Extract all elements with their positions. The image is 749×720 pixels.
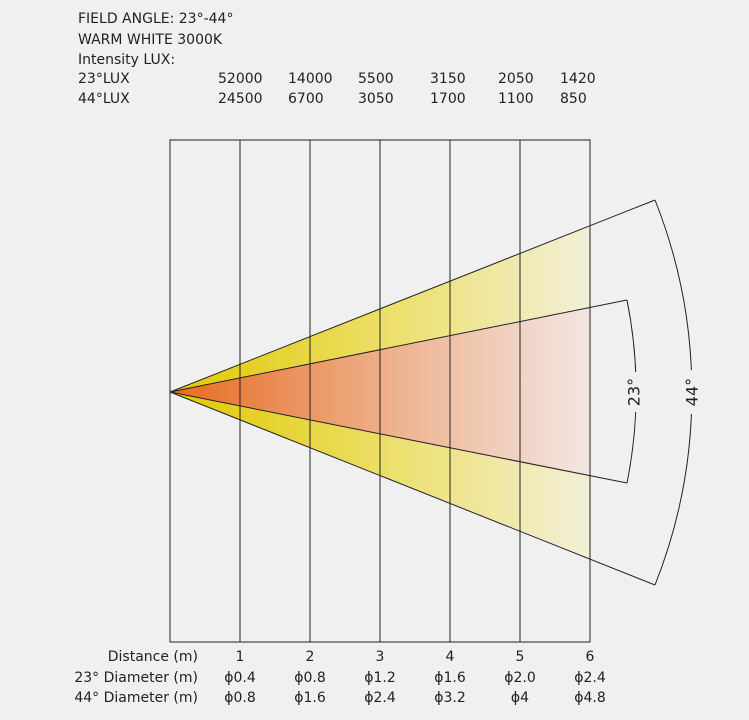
distance-value: ϕ2.4 (364, 690, 396, 706)
distance-value: ϕ2.0 (504, 670, 536, 686)
distance-value: ϕ2.4 (574, 670, 606, 686)
distance-lines (239, 140, 521, 642)
lux-value: 52000 (218, 71, 263, 87)
distance-value: ϕ1.6 (294, 690, 326, 706)
distance-value: 6 (586, 649, 595, 665)
distance-value: 3 (376, 649, 385, 665)
distance-value: 1 (236, 649, 245, 665)
distance-value: 4 (446, 649, 455, 665)
lux-value: 3150 (430, 71, 466, 87)
distance-value: ϕ4 (511, 690, 529, 706)
lux-value: 6700 (288, 91, 324, 107)
lux-value: 14000 (288, 71, 333, 87)
lux-value: 1100 (498, 91, 534, 107)
lux-value: 1700 (430, 91, 466, 107)
lux-value: 1420 (560, 71, 596, 87)
lux-value: 2050 (498, 71, 534, 87)
distance-value: ϕ1.6 (434, 670, 466, 686)
distance-value: ϕ4.8 (574, 690, 606, 706)
distance-value: 5 (516, 649, 525, 665)
distance-row-label: 44° Diameter (m) (74, 690, 198, 706)
lux-row-label: 44°LUX (78, 91, 130, 107)
lux-value: 3050 (358, 91, 394, 107)
title: FIELD ANGLE: 23°-44° (78, 11, 233, 27)
distance-value: ϕ3.2 (434, 690, 466, 706)
distance-value: ϕ1.2 (364, 670, 396, 686)
angle-label: 23° (625, 378, 644, 406)
distance-value: 2 (306, 649, 315, 665)
distance-row-label: 23° Diameter (m) (74, 670, 198, 686)
beam-diagram: 23° 44° (169, 139, 702, 643)
subtitle: WARM WHITE 3000K (78, 32, 223, 48)
lux-row-label: 23°LUX (78, 71, 130, 87)
intensity-label: Intensity LUX: (78, 52, 175, 68)
distance-value: ϕ0.8 (224, 690, 256, 706)
distance-value: ϕ0.4 (224, 670, 256, 686)
lux-value: 24500 (218, 91, 263, 107)
distance-row-label: Distance (m) (108, 649, 198, 665)
angle-label: 44° (683, 378, 702, 406)
lux-value: 850 (560, 91, 587, 107)
lux-value: 5500 (358, 71, 394, 87)
distance-value: ϕ0.8 (294, 670, 326, 686)
